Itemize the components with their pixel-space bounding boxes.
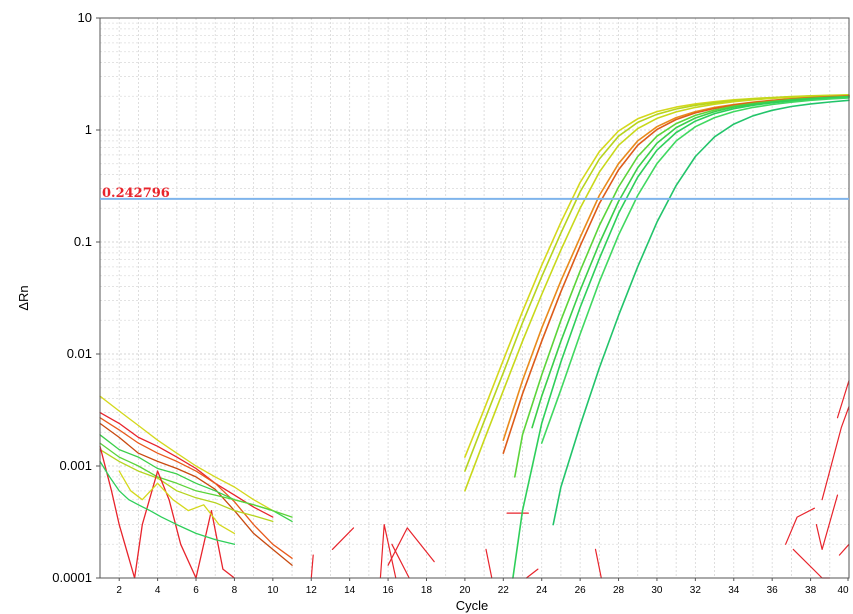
baseline-noise-curve[interactable] <box>99 445 236 579</box>
x-tick-label: 16 <box>383 585 395 596</box>
y-tick-label: 0.1 <box>74 234 92 249</box>
axes <box>99 17 850 579</box>
y-tick-label: 0.001 <box>59 458 92 473</box>
x-tick-label: 28 <box>613 585 625 596</box>
x-tick-label: 22 <box>498 585 510 596</box>
baseline-noise-curve[interactable] <box>99 417 293 559</box>
y-tick-label: 1 <box>85 122 92 137</box>
amplification-curve[interactable] <box>512 96 850 579</box>
noise-fragment[interactable] <box>387 527 435 566</box>
noise-fragment[interactable] <box>594 548 602 579</box>
baseline-noise-curve[interactable] <box>99 460 236 545</box>
noise-fragment[interactable] <box>525 568 539 579</box>
x-tick-label: 6 <box>193 585 199 596</box>
x-tick-label: 20 <box>459 585 471 596</box>
x-tick-label: 40 <box>837 585 849 596</box>
plot-frame <box>99 17 850 579</box>
x-tick-label: 4 <box>155 585 161 596</box>
baseline-noise-curve[interactable] <box>99 422 293 566</box>
y-axis-label: ΔRn <box>16 285 31 310</box>
baseline-noise-curve[interactable] <box>99 442 293 518</box>
noise-fragment[interactable] <box>815 494 839 551</box>
noise-fragment[interactable] <box>379 523 397 579</box>
x-axis-label: Cycle <box>456 598 489 613</box>
grid <box>100 18 849 578</box>
baseline-noise-curve[interactable] <box>99 411 274 518</box>
amplification-curve[interactable] <box>552 99 850 526</box>
x-tick-label: 34 <box>728 585 740 596</box>
y-tick-label: 10 <box>78 10 92 25</box>
amplification-curve[interactable] <box>464 94 850 492</box>
x-tick-label: 36 <box>767 585 779 596</box>
x-tick-label: 12 <box>306 585 318 596</box>
x-tick-label: 32 <box>690 585 702 596</box>
x-axis-ticks: 2 4 6 8 10 12 14 16 18 20 22 24 26 28 30 32 34 36 38 40 <box>116 578 849 596</box>
noise-fragment[interactable] <box>485 548 493 579</box>
x-tick-label: 8 <box>232 585 238 596</box>
noise-fragment[interactable] <box>792 548 831 579</box>
x-tick-label: 10 <box>267 585 279 596</box>
noise-fragment[interactable] <box>331 527 355 551</box>
baseline-noise-curve[interactable] <box>99 448 274 523</box>
x-tick-label: 24 <box>536 585 548 596</box>
noise-fragment[interactable] <box>391 543 410 579</box>
x-tick-label: 2 <box>116 585 122 596</box>
y-axis-ticks: 10 1 0.1 0.01 0.001 0.0001 <box>52 10 100 585</box>
amplification-curve[interactable] <box>531 96 850 429</box>
series-layer <box>99 94 850 579</box>
y-tick-label: 0.01 <box>67 346 92 361</box>
x-tick-label: 26 <box>575 585 587 596</box>
noise-fragment[interactable] <box>836 379 850 419</box>
x-tick-label: 14 <box>344 585 356 596</box>
x-tick-label: 38 <box>805 585 817 596</box>
threshold-value-label: 0.242796 <box>102 186 170 201</box>
amplification-curve[interactable] <box>540 97 850 444</box>
noise-fragment[interactable] <box>784 507 816 545</box>
y-tick-label: 0.0001 <box>52 570 92 585</box>
noise-fragment[interactable] <box>310 554 314 579</box>
x-tick-label: 30 <box>651 585 663 596</box>
baseline-noise-curve[interactable] <box>99 395 274 512</box>
x-tick-label: 18 <box>421 585 433 596</box>
noise-fragment[interactable] <box>821 405 850 501</box>
baseline-noise-curve[interactable] <box>118 470 236 535</box>
noise-fragment[interactable] <box>838 543 850 556</box>
